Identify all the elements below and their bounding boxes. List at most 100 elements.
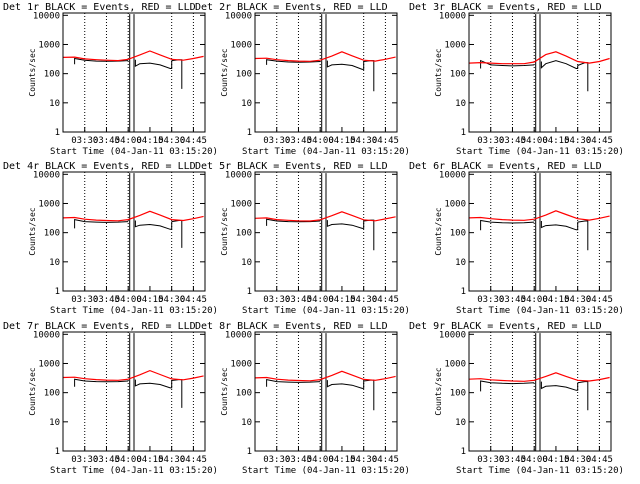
x-tick-label: 04:30 <box>564 295 591 305</box>
x-tick-label: 04:45 <box>586 295 613 305</box>
x-tick-label: 04:45 <box>372 295 399 305</box>
panel-det-3: Det 3r BLACK = Events, RED = LLD 1 10 100 10… <box>409 2 624 157</box>
x-axis-label: Start Time (04-Jan-11 03:15:20) <box>50 306 218 316</box>
events-series-line <box>129 14 135 133</box>
y-tick-label: 10000 <box>33 11 60 21</box>
x-tick-label: 03:45 <box>499 136 526 146</box>
y-tick-label: 1000 <box>444 359 466 369</box>
x-tick-label: 04:00 <box>521 136 548 146</box>
y-tick-label: 10000 <box>439 170 466 180</box>
x-tick-label: 03:45 <box>285 295 312 305</box>
y-tick-label: 100 <box>236 70 252 80</box>
panel-title: Det 1r BLACK = Events, RED = LLD <box>3 2 196 13</box>
x-tick-label: 04:30 <box>350 136 377 146</box>
x-axis-label: Start Time (04-Jan-11 03:15:20) <box>50 147 218 157</box>
panel-title: Det 2r BLACK = Events, RED = LLD <box>195 2 388 13</box>
x-tick-label: 04:30 <box>564 136 591 146</box>
x-tick-label: 03:45 <box>93 295 120 305</box>
x-tick-label: 03:45 <box>93 455 120 465</box>
x-tick-label: 03:30 <box>263 455 290 465</box>
events-series-line <box>171 220 183 248</box>
panel-det-8: Det 8r BLACK = Events, RED = LLD 1 10 100 10… <box>195 321 410 476</box>
x-tick-label: 04:45 <box>372 455 399 465</box>
y-tick-label: 1 <box>55 447 60 457</box>
y-axis-label: Counts/sec <box>434 367 443 415</box>
x-axis-label: Start Time (04-Jan-11 03:15:20) <box>456 306 624 316</box>
x-tick-label: 04:00 <box>115 455 142 465</box>
x-tick-label: 04:00 <box>307 455 334 465</box>
events-series-line <box>266 59 321 65</box>
events-series-line <box>480 380 535 392</box>
y-tick-label: 10 <box>241 418 252 428</box>
y-tick-label: 1000 <box>38 40 60 50</box>
events-series-line <box>74 218 129 229</box>
events-series-line <box>326 220 365 229</box>
x-tick-label: 04:30 <box>350 295 377 305</box>
lld-series-line <box>254 211 396 222</box>
x-axis-label: Start Time (04-Jan-11 03:15:20) <box>50 466 218 476</box>
y-tick-label: 10000 <box>225 330 252 340</box>
panel-title: Det 5r BLACK = Events, RED = LLD <box>195 161 388 172</box>
y-tick-label: 1000 <box>38 359 60 369</box>
x-tick-label: 03:45 <box>93 136 120 146</box>
x-tick-label: 03:30 <box>263 136 290 146</box>
y-tick-label: 100 <box>236 389 252 399</box>
events-series-line <box>540 381 579 391</box>
x-tick-label: 04:15 <box>136 295 163 305</box>
y-tick-label: 10 <box>455 418 466 428</box>
x-tick-label: 03:30 <box>71 455 98 465</box>
x-tick-label: 04:30 <box>350 455 377 465</box>
y-tick-label: 1 <box>247 447 252 457</box>
x-axis-label: Start Time (04-Jan-11 03:15:20) <box>242 306 410 316</box>
x-tick-label: 04:00 <box>115 295 142 305</box>
plot-frame <box>62 12 206 133</box>
y-tick-label: 100 <box>44 70 60 80</box>
events-series-line <box>134 59 173 69</box>
events-series-line <box>326 60 365 70</box>
events-series-line <box>363 219 375 251</box>
events-series-line <box>266 378 321 387</box>
events-series-line <box>321 14 327 133</box>
events-series-line <box>540 60 579 69</box>
y-tick-label: 1000 <box>38 199 60 209</box>
panel-det-5: Det 5r BLACK = Events, RED = LLD 1 10 100 10… <box>195 161 410 316</box>
y-tick-label: 10000 <box>439 330 466 340</box>
y-tick-label: 10000 <box>33 170 60 180</box>
plot-frame <box>468 171 612 292</box>
x-tick-label: 04:45 <box>372 136 399 146</box>
x-tick-label: 04:30 <box>158 295 185 305</box>
y-tick-label: 10000 <box>225 170 252 180</box>
lld-series-line <box>468 51 610 65</box>
y-tick-label: 1 <box>55 128 60 138</box>
y-tick-label: 1 <box>247 128 252 138</box>
panel-det-2: Det 2r BLACK = Events, RED = LLD 1 10 100 10… <box>195 2 410 157</box>
panel-title: Det 8r BLACK = Events, RED = LLD <box>195 321 388 332</box>
y-axis-label: Counts/sec <box>220 207 229 255</box>
panel-title: Det 4r BLACK = Events, RED = LLD <box>3 161 196 172</box>
x-tick-label: 04:15 <box>542 295 569 305</box>
y-tick-label: 10000 <box>33 330 60 340</box>
events-series-line <box>321 173 327 292</box>
events-series-line <box>134 379 173 389</box>
y-axis-label: Counts/sec <box>220 48 229 96</box>
events-series-line <box>480 219 535 231</box>
x-tick-label: 04:45 <box>586 136 613 146</box>
lld-series-line <box>254 370 396 382</box>
y-tick-label: 1 <box>247 287 252 297</box>
lld-series-line <box>468 372 610 382</box>
x-tick-label: 03:45 <box>499 455 526 465</box>
x-tick-label: 04:15 <box>136 455 163 465</box>
events-series-line <box>577 62 589 92</box>
x-tick-label: 04:45 <box>180 295 207 305</box>
y-tick-label: 1 <box>461 447 466 457</box>
y-tick-label: 100 <box>236 229 252 239</box>
events-series-line <box>577 381 589 411</box>
x-tick-label: 03:45 <box>499 295 526 305</box>
x-tick-label: 04:15 <box>328 295 355 305</box>
x-axis-label: Start Time (04-Jan-11 03:15:20) <box>242 466 410 476</box>
y-tick-label: 10 <box>241 99 252 109</box>
y-axis-label: Counts/sec <box>28 367 37 415</box>
x-tick-label: 04:15 <box>328 136 355 146</box>
y-tick-label: 1000 <box>444 40 466 50</box>
panel-title: Det 6r BLACK = Events, RED = LLD <box>409 161 602 172</box>
